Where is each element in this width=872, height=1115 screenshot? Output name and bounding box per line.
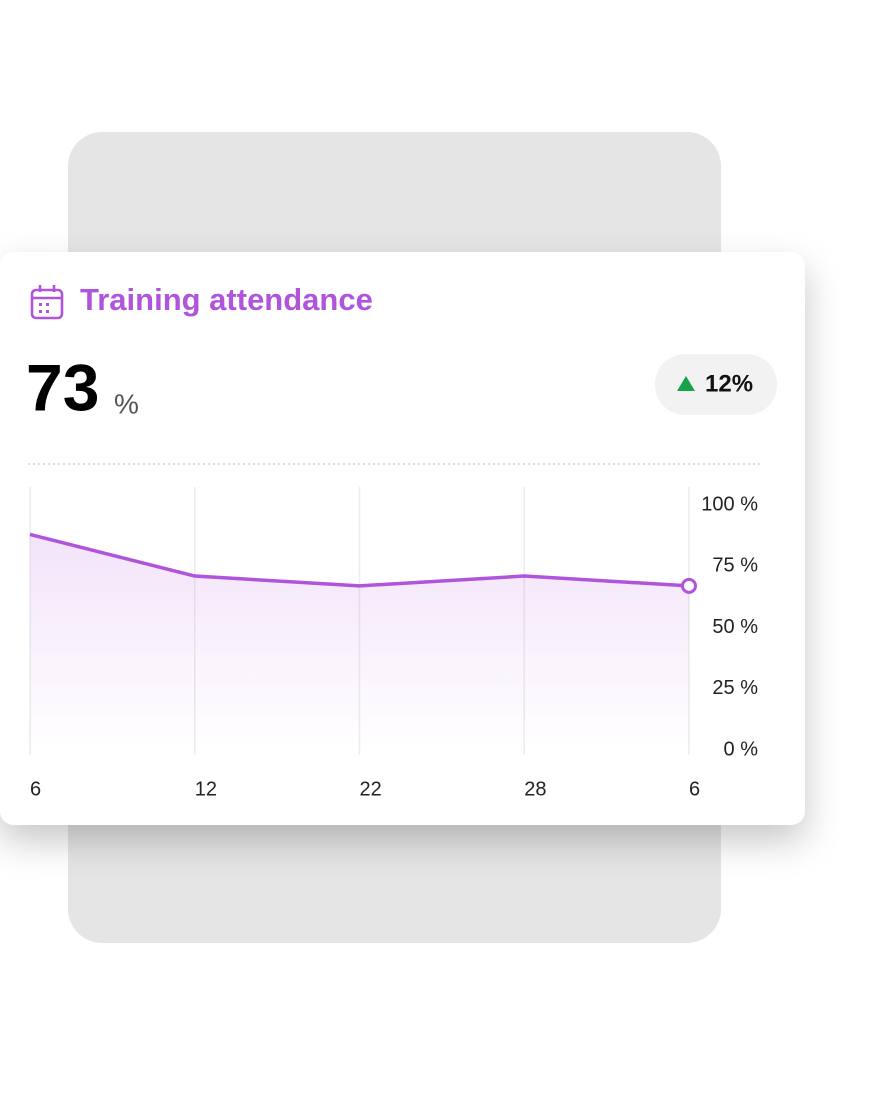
change-badge [655,354,777,415]
y-tick-label: 25 % [712,677,758,699]
x-tick-label: 12 [195,778,217,800]
line [29,532,690,588]
stat-value: 73 [26,350,99,424]
end-marker [681,577,697,594]
y-tick-label: 100 % [701,493,758,515]
change-value: 12% [705,370,753,397]
area [30,534,689,750]
calendar-icon [30,285,64,320]
x-tick-label: 6 [689,778,700,800]
y-tick-label: 75 % [712,555,758,577]
x-tick-label: 22 [360,778,382,800]
y-tick-label: 50 % [712,616,758,638]
x-tick-label: 28 [524,778,546,800]
up-arrow [677,376,695,391]
x-tick-label: 6 [30,778,41,800]
stat-unit: % [114,388,139,419]
y-tick-label: 0 % [724,738,759,760]
chart-title: Training attendance [80,282,373,317]
